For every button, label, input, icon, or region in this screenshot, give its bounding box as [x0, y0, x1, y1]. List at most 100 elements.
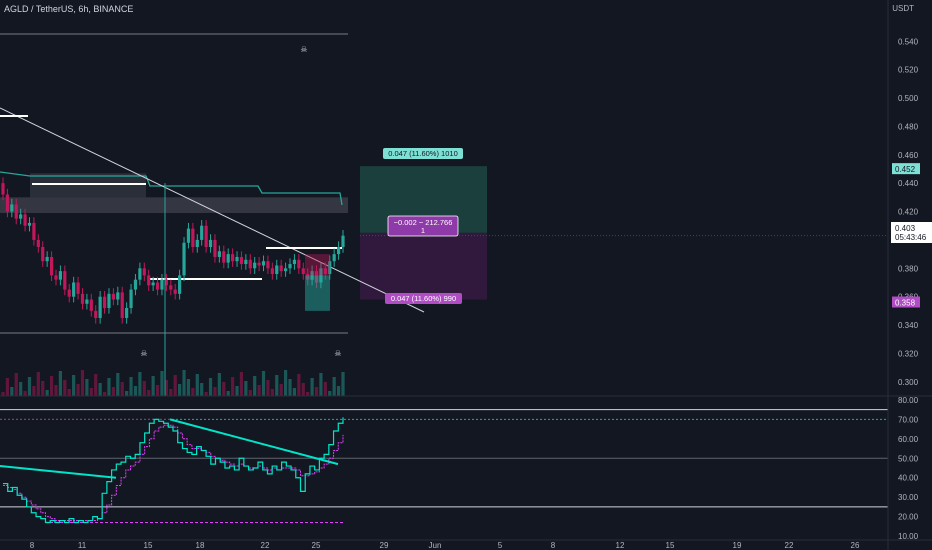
candle — [5, 194, 10, 212]
volume-bar — [164, 380, 168, 396]
price-tick-label: 0.480 — [898, 122, 919, 131]
volume-bar — [253, 376, 257, 396]
volume-bar — [27, 377, 32, 396]
volume-bar — [173, 375, 177, 396]
rsi-tick-label: 80.00 — [898, 396, 919, 405]
volume-bar — [155, 385, 160, 396]
volume-bar — [178, 384, 182, 396]
volume-bar — [288, 379, 292, 396]
candle — [213, 239, 217, 257]
skull-icon: ☠ — [300, 45, 307, 54]
volume-bar — [336, 386, 341, 396]
candle — [244, 259, 248, 265]
volume-bar — [10, 387, 14, 396]
price-tick-label: 0.460 — [898, 151, 919, 160]
volume-bar — [89, 388, 93, 396]
stop-price-tag-bg — [892, 296, 920, 308]
volume-bar — [1, 392, 5, 396]
volume-bar — [182, 370, 186, 396]
volume-bar — [138, 372, 142, 396]
candle — [19, 214, 23, 219]
volume-bar — [323, 382, 327, 396]
volume-bar — [85, 379, 89, 396]
volume-bar — [49, 376, 54, 396]
candle — [94, 310, 98, 318]
candle — [257, 262, 261, 266]
time-tick-label: 5 — [498, 541, 503, 550]
candle — [36, 239, 40, 248]
candle — [231, 254, 235, 262]
volume-bar — [213, 387, 217, 396]
volume-bar — [111, 387, 115, 396]
volume-bar — [32, 386, 36, 396]
volume-bar — [125, 391, 129, 396]
candle — [54, 275, 58, 280]
rsi-line — [3, 417, 344, 524]
skull-icon: ☠ — [334, 349, 341, 358]
volume-bar — [147, 390, 151, 396]
volume-bar — [120, 382, 124, 396]
volume-bar — [341, 372, 345, 396]
volume-bar — [63, 380, 67, 396]
rsi-tick-label: 50.00 — [898, 454, 919, 463]
time-tick-label: 29 — [380, 541, 389, 550]
time-tick-label: Jun — [429, 541, 442, 550]
rsi-trendline-1 — [0, 465, 117, 479]
volume-bar — [328, 391, 332, 396]
candle — [67, 289, 71, 297]
chart-title: AGLD / TetherUS, 6h, BINANCE — [4, 4, 134, 14]
candle — [72, 282, 76, 297]
candle — [323, 268, 327, 274]
descending-trendline — [0, 107, 425, 313]
volume-bar — [319, 373, 323, 396]
candle — [129, 289, 133, 309]
candle — [23, 214, 27, 226]
candle — [208, 239, 213, 248]
volume-bar — [239, 372, 244, 396]
rsi-panel — [0, 409, 888, 524]
candle — [283, 268, 288, 272]
rsi-tick-label: 40.00 — [898, 474, 919, 483]
volume-bar — [19, 382, 23, 396]
candle — [301, 268, 305, 274]
volume-bar — [332, 377, 336, 396]
volume-bar — [54, 385, 58, 396]
volume-bar — [314, 387, 319, 396]
candle — [186, 228, 191, 243]
volume-bar — [45, 390, 49, 396]
candle — [235, 256, 239, 262]
volume-bar — [102, 392, 107, 396]
price-tick-label: 0.300 — [898, 378, 919, 387]
rsi-tick-label: 30.00 — [898, 493, 919, 502]
candle — [182, 242, 186, 276]
candle — [151, 282, 155, 286]
candle — [89, 299, 93, 311]
currency-label: USDT — [892, 4, 914, 13]
time-tick-label: 19 — [733, 541, 742, 550]
candle — [191, 228, 195, 248]
center-label-1: −0.002 − 212.766 — [394, 218, 453, 227]
candle — [173, 289, 177, 294]
candle — [164, 279, 168, 286]
candle — [147, 275, 151, 286]
target-price-tag: 0.452 — [895, 165, 916, 174]
volume-bar — [306, 392, 310, 396]
candle — [275, 265, 279, 274]
profit-label: 0.047 (11.60%) 1010 — [388, 149, 458, 158]
candle — [160, 279, 164, 290]
volume-bar — [248, 390, 252, 396]
price-tick-label: 0.440 — [898, 179, 919, 188]
volume-bar — [297, 374, 301, 396]
candle — [27, 222, 32, 226]
candle — [279, 265, 283, 272]
target-price-tag-bg — [892, 163, 920, 175]
skull-icon: ☠ — [140, 349, 147, 358]
volume-bar — [94, 374, 98, 396]
volume-bar — [151, 376, 155, 396]
candle — [155, 282, 160, 290]
candle — [178, 275, 182, 294]
candle — [111, 293, 115, 300]
sell-zone — [305, 254, 330, 276]
